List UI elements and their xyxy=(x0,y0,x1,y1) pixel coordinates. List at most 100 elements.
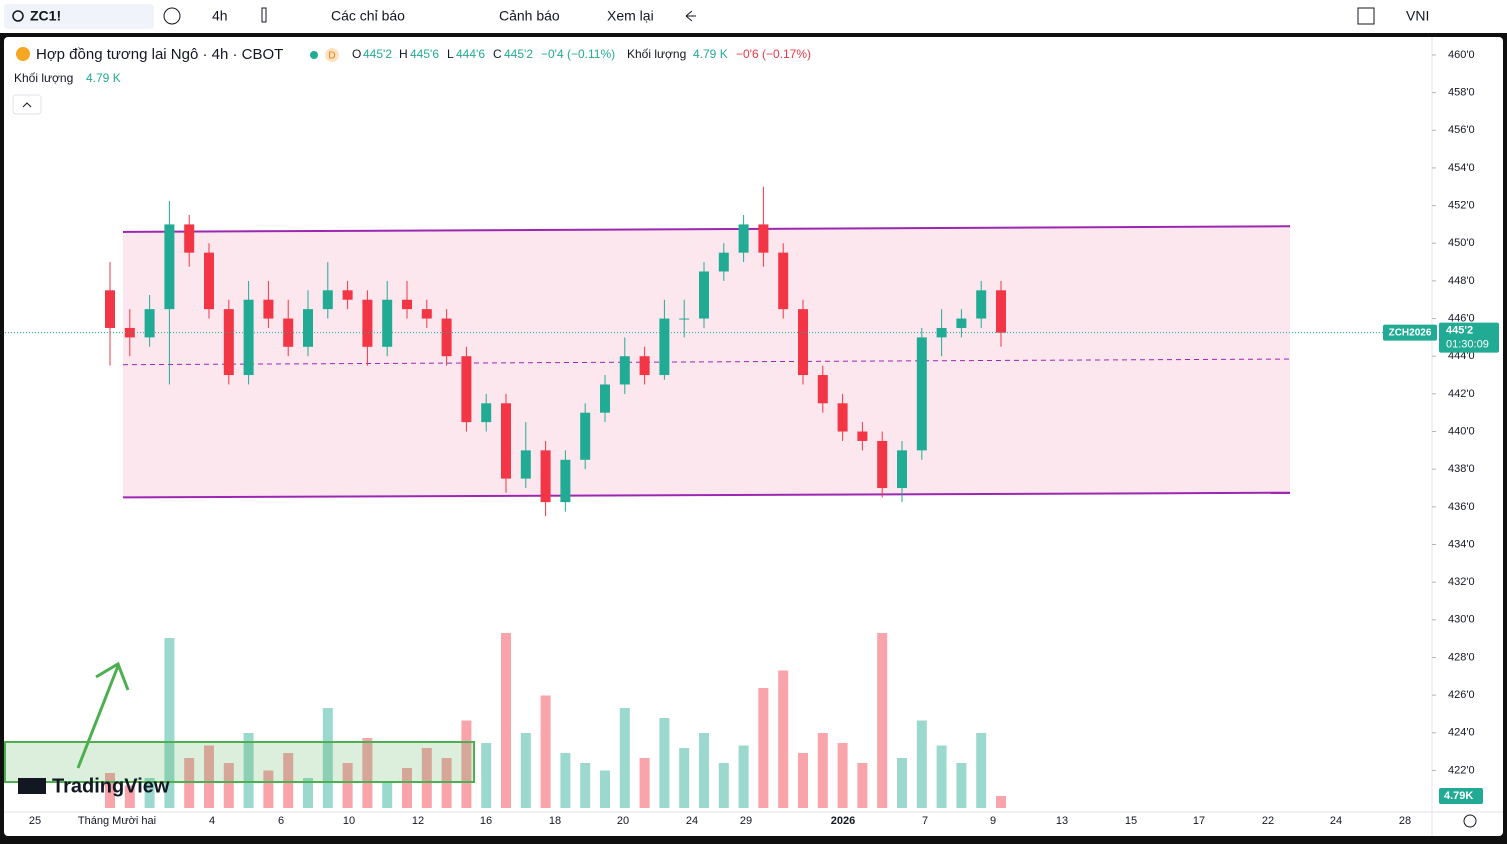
channel-lower xyxy=(122,491,1291,499)
x-tick-label: 28 xyxy=(1399,815,1411,827)
volume-bar xyxy=(560,753,571,808)
volume-bar xyxy=(718,763,729,808)
y-tick-label: 446'0 xyxy=(1448,312,1475,324)
interval[interactable]: 4h xyxy=(212,8,228,24)
x-tick-label: 29 xyxy=(740,815,752,827)
candle-body xyxy=(580,412,591,460)
channel-mid xyxy=(122,358,1291,366)
o-label: O xyxy=(352,47,361,61)
candle-body xyxy=(956,318,967,328)
volume-bar xyxy=(758,688,769,808)
volume-bar xyxy=(877,633,888,808)
volume-bar xyxy=(124,785,135,808)
candle-body xyxy=(699,271,709,319)
y-tick-label: 460'0 xyxy=(1448,49,1475,61)
candle-body xyxy=(204,252,214,310)
candle-body xyxy=(857,431,868,441)
candle-body xyxy=(897,450,907,489)
y-tick-label: 426'0 xyxy=(1448,689,1475,701)
candle-body xyxy=(105,290,115,328)
candle-body xyxy=(718,252,729,272)
candle-body xyxy=(481,403,492,423)
badge-bg xyxy=(325,48,339,62)
volume-bar xyxy=(817,733,828,808)
candle-body xyxy=(540,450,551,503)
x-tick-label: 15 xyxy=(1125,815,1137,827)
volume-bar xyxy=(362,738,373,808)
symbol-search[interactable] xyxy=(4,4,154,29)
add-icon[interactable] xyxy=(163,7,181,25)
indicators[interactable]: Các chỉ báo xyxy=(331,8,405,24)
candle-body xyxy=(124,327,135,338)
candle-body xyxy=(659,318,670,376)
candle-body xyxy=(362,299,373,347)
fullscreen[interactable] xyxy=(1357,7,1375,25)
volume-bar xyxy=(540,695,551,808)
x-tick-label: 13 xyxy=(1056,815,1068,827)
undo[interactable] xyxy=(685,10,696,22)
x-tick-label: 24 xyxy=(1330,815,1342,827)
candle-body xyxy=(382,299,393,347)
x-tick-label: 6 xyxy=(278,815,284,827)
collapse-button[interactable] xyxy=(12,94,42,115)
volume-bar xyxy=(956,763,967,808)
volume-bar xyxy=(382,783,393,808)
alerts[interactable]: Cảnh báo xyxy=(499,8,560,24)
candle-body xyxy=(461,356,472,423)
status-dot xyxy=(310,51,318,59)
x-tick-label: 7 xyxy=(922,815,928,827)
watermark: TradingView xyxy=(52,775,170,797)
candle-body xyxy=(639,356,650,376)
x-tick-label: 9 xyxy=(990,815,996,827)
volume-bar xyxy=(164,638,175,808)
volume-bar xyxy=(600,770,610,808)
candle-body xyxy=(223,309,234,376)
candle-body xyxy=(283,318,294,347)
volume-bar xyxy=(342,763,353,808)
candle-body xyxy=(600,384,610,413)
search-icon xyxy=(12,10,24,22)
candle-body xyxy=(164,224,175,310)
price-tag-text: 445'2 xyxy=(1446,325,1473,337)
x-tick-label: 18 xyxy=(549,815,561,827)
volume-bar xyxy=(461,720,472,808)
candle-body xyxy=(421,309,432,319)
plot xyxy=(5,186,1432,808)
collapse-icon xyxy=(22,102,32,108)
volume-change: −0'6 (−0.17%) xyxy=(736,47,811,61)
symbol[interactable]: ZC1! xyxy=(30,8,61,24)
green-arrow xyxy=(76,661,130,769)
y-tick-label: 432'0 xyxy=(1448,576,1475,588)
green-zone xyxy=(4,741,475,783)
y-tick-label: 442'0 xyxy=(1448,388,1475,400)
candle-body xyxy=(837,403,848,432)
y-tick-label: 452'0 xyxy=(1448,199,1475,211)
volume-bar xyxy=(501,633,511,808)
y-tick-label: 436'0 xyxy=(1448,501,1475,513)
settings[interactable] xyxy=(1463,814,1477,828)
h-label: H xyxy=(399,47,408,61)
candle-body xyxy=(996,290,1006,333)
chart-type-icon[interactable] xyxy=(261,7,267,23)
volume-bar xyxy=(105,773,115,808)
volume-bar xyxy=(283,753,294,808)
candle-body xyxy=(501,403,511,479)
candle-body xyxy=(758,224,769,253)
replay[interactable]: Xem lại xyxy=(607,8,654,24)
volume-bar xyxy=(303,778,313,808)
volume-bar xyxy=(402,768,412,808)
volume-bar xyxy=(243,733,254,808)
countdown: 01:30:09 xyxy=(1446,339,1489,351)
timezone[interactable]: VNI xyxy=(1406,8,1429,24)
candle-body xyxy=(877,440,888,489)
candle-body xyxy=(322,290,333,310)
y-tick-label: 456'0 xyxy=(1448,124,1475,136)
volume-bar xyxy=(322,708,333,808)
candle-body xyxy=(679,318,690,320)
volume-bar xyxy=(738,745,749,808)
y-tick-label: 424'0 xyxy=(1448,727,1475,739)
volume-bar xyxy=(580,763,591,808)
x-tick-label: 25 xyxy=(29,815,41,827)
candle-body xyxy=(303,309,313,347)
